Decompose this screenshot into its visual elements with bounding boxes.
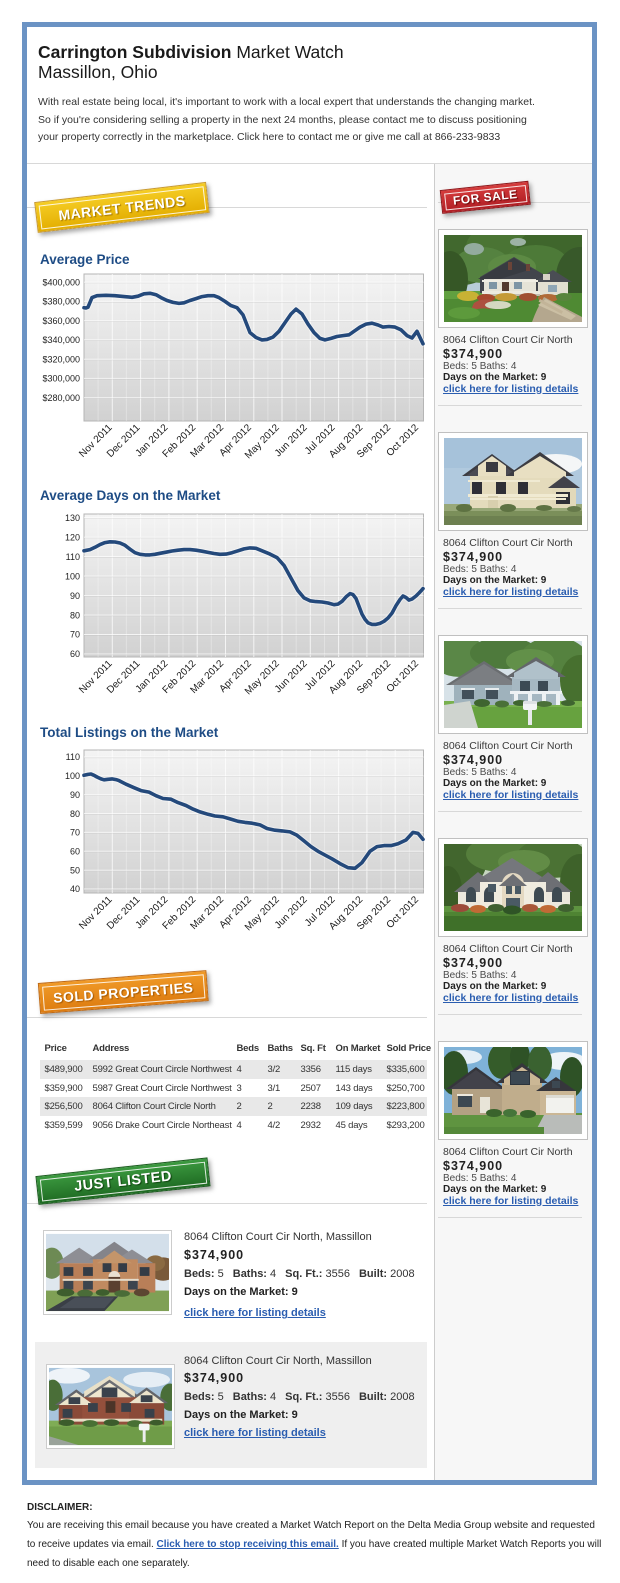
svg-text:40: 40 <box>70 884 80 894</box>
svg-text:$380,000: $380,000 <box>42 297 80 307</box>
svg-text:120: 120 <box>65 532 80 542</box>
svg-text:70: 70 <box>70 630 80 640</box>
svg-text:90: 90 <box>70 591 80 601</box>
svg-text:$320,000: $320,000 <box>42 354 80 364</box>
svg-text:80: 80 <box>70 610 80 620</box>
svg-text:90: 90 <box>70 790 80 800</box>
svg-text:$360,000: $360,000 <box>42 316 80 326</box>
svg-text:80: 80 <box>70 809 80 819</box>
svg-text:130: 130 <box>65 513 80 523</box>
svg-text:$340,000: $340,000 <box>42 335 80 345</box>
svg-text:50: 50 <box>70 865 80 875</box>
svg-text:$300,000: $300,000 <box>42 374 80 384</box>
svg-text:$280,000: $280,000 <box>42 393 80 403</box>
svg-text:110: 110 <box>66 552 80 562</box>
svg-text:70: 70 <box>70 828 80 838</box>
svg-text:100: 100 <box>65 771 80 781</box>
svg-text:110: 110 <box>66 752 80 762</box>
svg-text:$400,000: $400,000 <box>42 277 80 287</box>
svg-text:60: 60 <box>70 847 80 857</box>
svg-text:60: 60 <box>70 649 80 659</box>
svg-text:100: 100 <box>65 571 80 581</box>
